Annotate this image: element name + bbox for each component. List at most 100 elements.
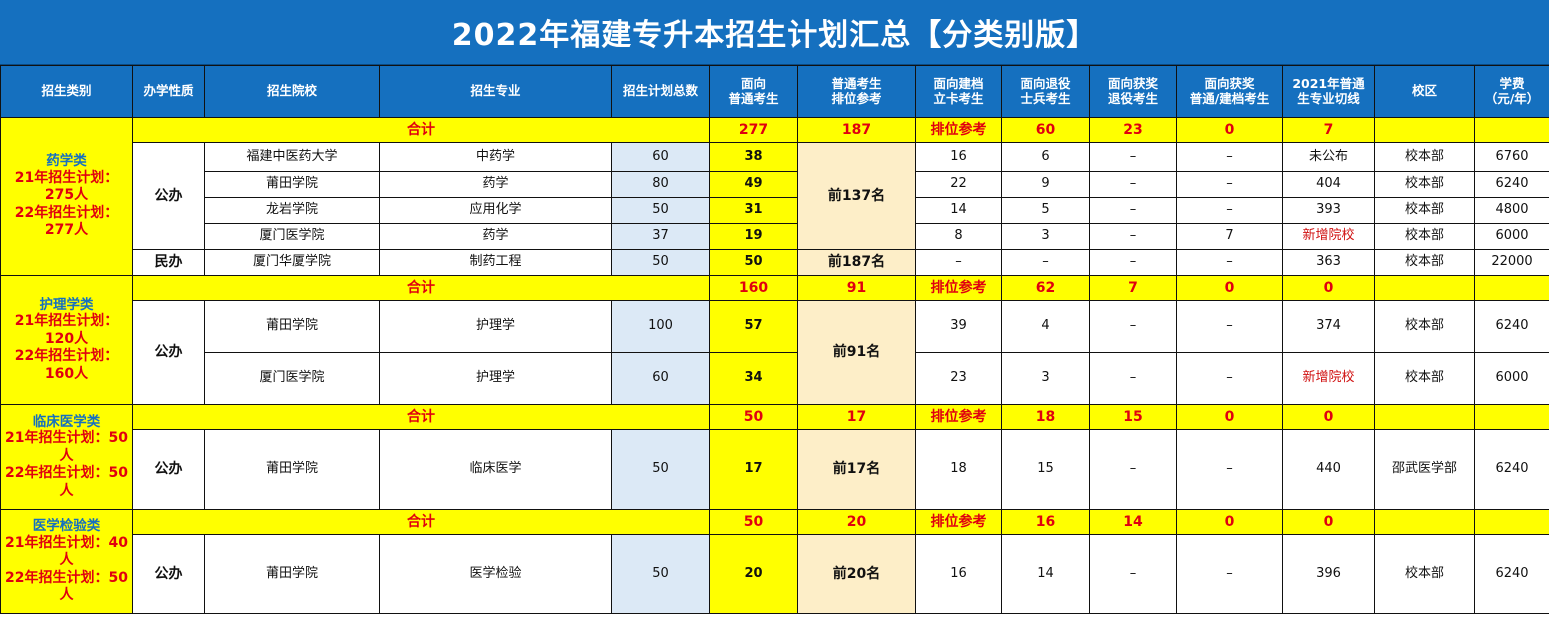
archive-cell: 16	[915, 142, 1002, 172]
sum-award-vet: 0	[1176, 509, 1283, 535]
award-vet-cell: –	[1089, 142, 1177, 172]
cutoff-cell: 新增院校	[1282, 352, 1375, 405]
fee-cell: 4800	[1474, 197, 1549, 224]
major-cell: 医学检验	[379, 534, 612, 614]
cutoff-cell: 363	[1282, 249, 1375, 276]
school-cell: 莆田学院	[204, 429, 380, 510]
veteran-cell: 9	[1001, 171, 1090, 198]
award-vet-cell: –	[1089, 352, 1177, 405]
archive-cell: 23	[915, 352, 1002, 405]
sum-archive: 16	[1001, 509, 1090, 535]
award-gen-cell: –	[1176, 197, 1283, 224]
veteran-cell: 6	[1001, 142, 1090, 172]
sum-rank: 排位参考	[915, 404, 1002, 430]
award-vet-cell: –	[1089, 171, 1177, 198]
award-gen-cell: –	[1176, 171, 1283, 198]
header-archive: 面向建档 立卡考生	[915, 65, 1002, 118]
archive-cell: 8	[915, 223, 1002, 250]
table-row: 民办 厦门华厦学院 制药工程 50 50 前187名 – – – – 363 校…	[1, 249, 1549, 276]
archive-cell: 16	[915, 534, 1002, 614]
school-cell: 厦门医学院	[204, 352, 380, 405]
sum-label: 合计	[132, 275, 710, 301]
sum-total: 277	[709, 117, 798, 143]
sum-award-gen: 0	[1282, 509, 1375, 535]
sum-total: 50	[709, 404, 798, 430]
sum-row: 护理学类 21年招生计划：120人 22年招生计划：160人 合计 160 91…	[0, 275, 1549, 405]
award-vet-cell: –	[1089, 300, 1177, 353]
table-row: 莆田学院 药学 80 49 22 9 – – 404 校本部 6240	[1, 171, 1549, 198]
general-cell: 50	[709, 249, 798, 276]
total-cell: 100	[611, 300, 710, 353]
category-name: 药学类	[46, 153, 87, 170]
award-gen-cell: –	[1176, 429, 1283, 510]
total-cell: 60	[611, 352, 710, 405]
sum-row: 医学检验类 21年招生计划：40人 22年招生计划：50人 合计 50 20 排…	[0, 509, 1549, 614]
header-veteran: 面向退役 士兵考生	[1001, 65, 1090, 118]
rank-cell: 前187名	[797, 249, 916, 276]
campus-cell: 邵武医学部	[1374, 429, 1475, 510]
sum-total: 50	[709, 509, 798, 535]
fee-cell: 6240	[1474, 429, 1549, 510]
table-row: 公办 莆田学院 护理学 100 57 前91名 39 4 – – 374 校本部…	[1, 300, 1549, 405]
major-cell: 应用化学	[379, 197, 612, 224]
total-cell: 60	[611, 142, 710, 172]
veteran-cell: 15	[1001, 429, 1090, 510]
sum-general: 17	[797, 404, 916, 430]
plan-2021: 21年招生计划：120人	[14, 313, 119, 347]
award-gen-cell: –	[1176, 534, 1283, 614]
header-total: 招生计划总数	[611, 65, 710, 118]
rank-cell: 前20名	[797, 534, 916, 614]
veteran-cell: –	[1001, 249, 1090, 276]
sum-award-vet: 0	[1176, 117, 1283, 143]
table-row: 公办 福建中医药大学 中药学 60 38 前137名 16 6 – – 未公布 …	[1, 142, 1549, 250]
major-cell: 药学	[379, 223, 612, 250]
sum-empty	[1374, 404, 1475, 430]
sum-rank: 排位参考	[915, 275, 1002, 301]
cutoff-cell: 396	[1282, 534, 1375, 614]
veteran-cell: 3	[1001, 352, 1090, 405]
total-cell: 37	[611, 223, 710, 250]
plan-2022: 22年招生计划：160人	[14, 348, 119, 382]
table-row: 公办 莆田学院 医学检验 50 20 前20名 16 14 – – 396 校本…	[1, 534, 1549, 614]
sum-row: 临床医学类 21年招生计划：50人 22年招生计划：50人 合计 50 17 排…	[0, 404, 1549, 510]
school-cell: 厦门医学院	[204, 223, 380, 250]
sum-veteran: 15	[1089, 404, 1177, 430]
general-cell: 49	[709, 171, 798, 198]
award-vet-cell: –	[1089, 223, 1177, 250]
plan-2021: 21年招生计划：275人	[14, 169, 119, 204]
sum-general: 187	[797, 117, 916, 143]
header-rank: 普通考生 排位参考	[797, 65, 916, 118]
header-award-gen: 面向获奖 普通/建档考生	[1176, 65, 1283, 118]
header-category: 招生类别	[0, 65, 133, 118]
rank-cell: 前17名	[797, 429, 916, 510]
sum-archive: 60	[1001, 117, 1090, 143]
fee-cell: 6760	[1474, 142, 1549, 172]
header-award-vet: 面向获奖 退役考生	[1089, 65, 1177, 118]
school-cell: 厦门华厦学院	[204, 249, 380, 276]
sum-label: 合计	[132, 509, 710, 535]
ownership-cell: 公办	[132, 142, 205, 250]
campus-cell: 校本部	[1374, 142, 1475, 172]
header-fee: 学费 （元/年）	[1474, 65, 1549, 118]
total-cell: 80	[611, 171, 710, 198]
school-cell: 莆田学院	[204, 300, 380, 353]
sum-label: 合计	[132, 117, 710, 143]
award-vet-cell: –	[1089, 197, 1177, 224]
veteran-cell: 3	[1001, 223, 1090, 250]
plan-2022: 22年招生计划：50人	[5, 569, 128, 604]
sum-rank: 排位参考	[915, 509, 1002, 535]
campus-cell: 校本部	[1374, 534, 1475, 614]
sum-total: 160	[709, 275, 798, 301]
school-cell: 莆田学院	[204, 534, 380, 614]
sum-empty	[1374, 275, 1475, 301]
header-row: 招生类别 办学性质 招生院校 招生专业 招生计划总数 面向 普通考生 普通考生 …	[0, 65, 1549, 118]
fee-cell: 6000	[1474, 223, 1549, 250]
sum-general: 91	[797, 275, 916, 301]
ownership-cell: 民办	[132, 249, 205, 276]
sum-veteran: 14	[1089, 509, 1177, 535]
header-campus: 校区	[1374, 65, 1475, 118]
header-ownership: 办学性质	[132, 65, 205, 118]
ownership-cell: 公办	[132, 429, 205, 510]
veteran-cell: 5	[1001, 197, 1090, 224]
campus-cell: 校本部	[1374, 171, 1475, 198]
